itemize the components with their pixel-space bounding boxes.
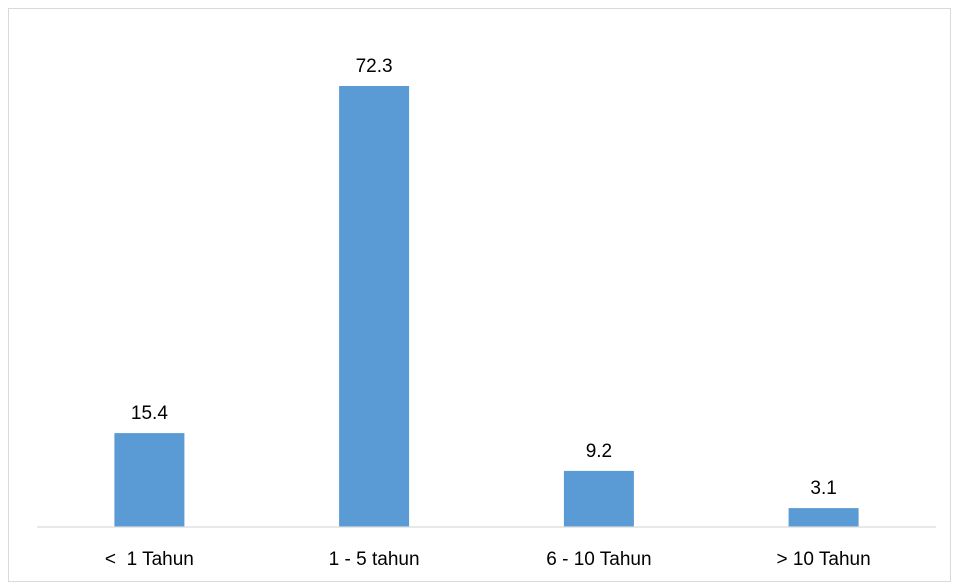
value-label-1: 72.3 — [356, 56, 393, 77]
bar-chart: 15.4 72.3 9.2 3.1 < 1 Tahun 1 - 5 tahun 6 - 1… — [37, 56, 936, 570]
bar-1 — [339, 86, 410, 527]
bar-3 — [788, 508, 859, 527]
tick-labels-layer: < 1 Tahun 1 - 5 tahun 6 - 10 Tahun > 10 Tah… — [105, 549, 871, 570]
bar-0 — [114, 433, 185, 527]
bar-2 — [563, 470, 634, 527]
category-label-1: 1 - 5 tahun — [329, 549, 420, 570]
value-labels-layer: 15.4 72.3 9.2 3.1 — [131, 56, 837, 499]
value-label-2: 9.2 — [586, 441, 612, 462]
category-label-3: > 10 Tahun — [776, 549, 870, 570]
value-label-0: 15.4 — [131, 403, 168, 424]
category-label-2: 6 - 10 Tahun — [546, 549, 651, 570]
value-label-3: 3.1 — [810, 478, 836, 499]
bars-layer — [114, 86, 859, 527]
chart-frame: 15.4 72.3 9.2 3.1 < 1 Tahun 1 - 5 tahun 6 - 1… — [8, 8, 951, 582]
category-label-0: < 1 Tahun — [105, 549, 194, 570]
